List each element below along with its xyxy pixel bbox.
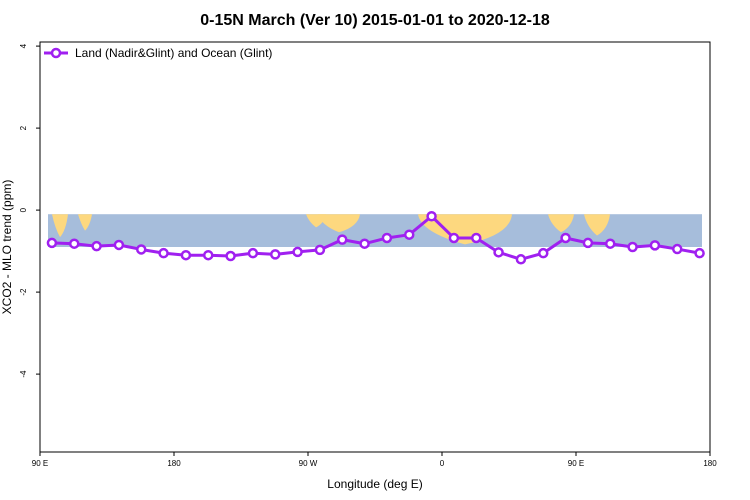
y-tick-label: -4 [19, 370, 28, 378]
data-point [448, 232, 460, 244]
x-axis: 90 E 180 90 W 0 90 E 180 [32, 452, 717, 468]
data-point [135, 244, 147, 255]
land-shape [584, 214, 610, 236]
data-point [426, 211, 437, 222]
data-point [46, 237, 58, 249]
x-tick-label: 90 E [32, 459, 48, 468]
y-tick-label: -2 [19, 288, 28, 296]
data-point [180, 249, 192, 261]
data-point [649, 240, 661, 251]
data-point [91, 240, 102, 252]
land-shape [548, 214, 574, 233]
x-axis-label: Longitude (deg E) [327, 477, 422, 491]
data-point [403, 229, 415, 240]
x-tick-label: 180 [703, 459, 717, 468]
data-point [225, 250, 236, 262]
y-axis-label: XCO2 - MLO trend (ppm) [0, 180, 14, 315]
data-point [269, 249, 281, 260]
data-point [381, 232, 393, 244]
data-point [113, 239, 125, 251]
legend: Land (Nadir&Glint) and Ocean (Glint) [44, 46, 272, 60]
legend-label: Land (Nadir&Glint) and Ocean (Glint) [75, 46, 272, 60]
y-axis: 4 2 0 -2 -4 [19, 43, 40, 378]
x-tick-label: 90 E [568, 459, 584, 468]
data-point [493, 247, 504, 258]
legend-marker [50, 47, 62, 59]
chart-title: 0-15N March (Ver 10) 2015-01-01 to 2020-… [200, 12, 550, 29]
data-point [202, 249, 214, 261]
data-point [470, 232, 482, 244]
data-point [247, 247, 259, 259]
data-point [627, 241, 638, 253]
x-tick-label: 0 [440, 459, 445, 468]
land-shape [78, 214, 92, 231]
land-shape [52, 214, 68, 238]
y-tick-label: 0 [19, 207, 28, 212]
data-point [694, 247, 705, 259]
y-tick-label: 4 [19, 43, 28, 48]
data-point [537, 247, 549, 259]
x-tick-label: 180 [167, 459, 181, 468]
data-point [68, 238, 80, 249]
y-tick-label: 2 [19, 125, 28, 130]
data-point [336, 234, 348, 245]
series-layer [46, 211, 705, 265]
land-shape [478, 214, 498, 226]
data-point [671, 243, 683, 255]
land-shape [318, 214, 360, 233]
data-point [515, 254, 527, 265]
data-point [158, 247, 169, 259]
data-point [560, 232, 571, 244]
data-point [604, 238, 616, 249]
data-point [292, 246, 303, 258]
data-point [359, 238, 370, 249]
plot-frame [39, 41, 711, 453]
data-point [582, 237, 594, 249]
data-point [314, 244, 326, 256]
x-tick-label: 90 W [299, 459, 318, 468]
